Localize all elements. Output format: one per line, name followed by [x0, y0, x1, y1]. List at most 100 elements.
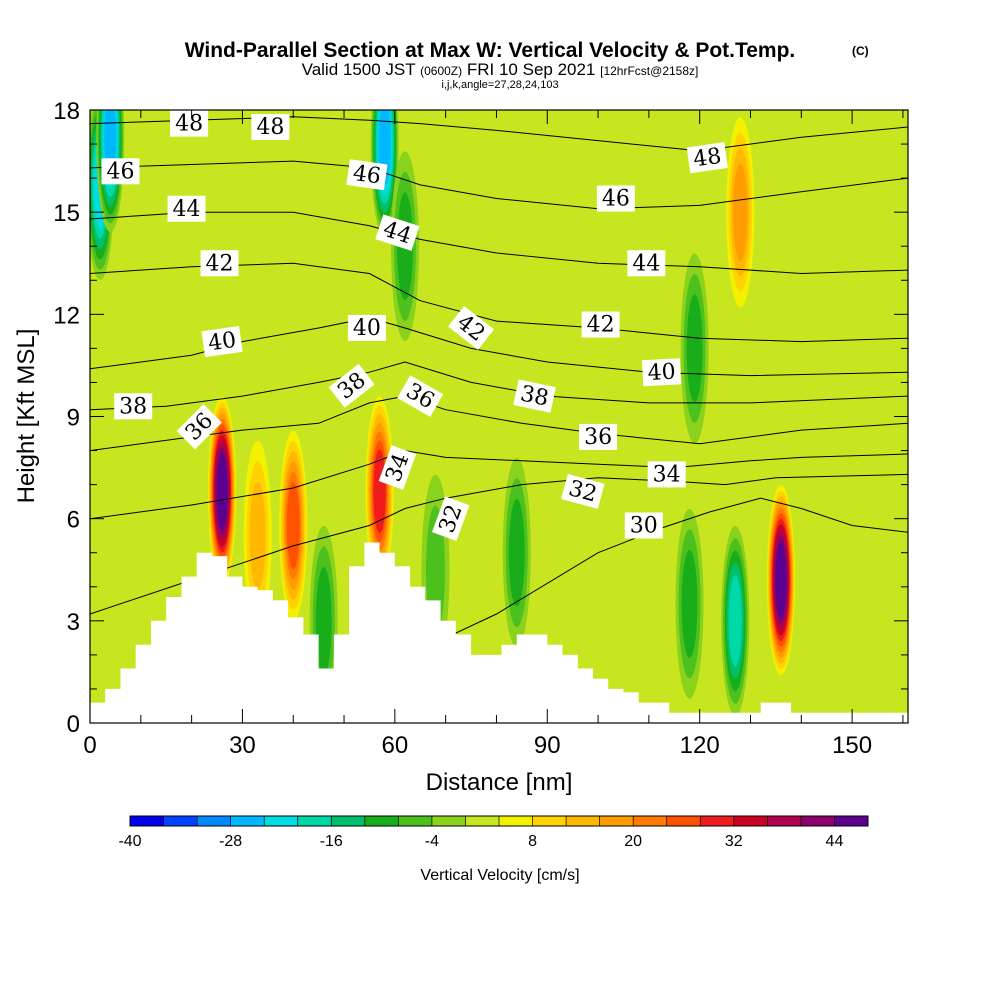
subtitle-fcst: [12hrFcst@2158z]: [600, 64, 698, 78]
contour-label-text: 42: [587, 313, 615, 338]
y-tick-label: 3: [67, 609, 80, 636]
colorbar-segment: [633, 816, 668, 826]
contour-label-24: 32: [561, 473, 605, 509]
colorbar-segment: [297, 816, 332, 826]
subtitle-valid: Valid 1500 JST: [302, 60, 416, 79]
contour-label-13: 40: [347, 314, 386, 341]
contour-label-bg: [176, 404, 222, 450]
colorbar-segment: [230, 816, 265, 826]
colorbar-segment: [431, 816, 466, 826]
contour-label-text: 48: [175, 112, 203, 137]
subtitle-utc: (0600Z): [420, 64, 462, 78]
colorbar-segment: [700, 816, 735, 826]
colorbar-tick-label: 20: [624, 833, 642, 850]
theta-contour-30: [394, 497, 908, 663]
contour-label-bg: [114, 393, 153, 420]
colorbar-segment: [465, 816, 500, 826]
w-band-13-10: [775, 541, 787, 619]
contour-label-text: 40: [353, 316, 381, 341]
contour-label-bg: [251, 114, 290, 141]
contour-label-9: 42: [200, 250, 239, 277]
contour-label-bg: [561, 473, 605, 509]
x-tick-label: 90: [534, 732, 561, 759]
contour-label-bg: [375, 214, 420, 251]
contour-label-22: 34: [647, 461, 686, 488]
contour-label-text: 34: [653, 462, 681, 487]
contour-label-12: 40: [201, 326, 243, 358]
x-tick-label: 0: [83, 732, 96, 759]
contour-label-text: 46: [351, 161, 382, 190]
contour-label-text: 38: [119, 394, 147, 419]
contour-label-bg: [170, 110, 209, 137]
contour-label-text: 36: [584, 425, 612, 450]
chart-title: Wind-Parallel Section at Max W: Vertical…: [185, 39, 796, 62]
colorbar-segment: [532, 816, 567, 826]
terrain: [90, 542, 908, 723]
contour-label-text: 40: [647, 360, 676, 386]
colorbar-segment: [800, 816, 835, 826]
colorbar-segment: [733, 816, 768, 826]
colorbar-tick-label: -4: [425, 833, 439, 850]
chart-subtitle: Valid 1500 JST (0600Z) FRI 10 Sep 2021 […: [302, 60, 699, 79]
colorbar-tick-label: -16: [320, 833, 343, 850]
theta-contour-44: [90, 211, 908, 275]
colorbar-segment: [666, 816, 701, 826]
colorbar-tick-label: -28: [219, 833, 242, 850]
colorbar-segment: [566, 816, 601, 826]
w-band-11-2: [681, 549, 698, 658]
contour-label-bg: [596, 185, 635, 212]
colorbar-segment: [398, 816, 433, 826]
colorbar-segment: [130, 816, 165, 826]
colorbar-label: Vertical Velocity [cm/s]: [420, 867, 579, 884]
contour-label-text: 38: [518, 381, 551, 411]
colorbar-tick-label: 44: [826, 833, 844, 850]
colorbar-tick-label: 32: [725, 833, 743, 850]
contour-label-1: 48: [251, 114, 290, 141]
contour-label-bg: [378, 445, 417, 490]
contour-label-bg: [397, 375, 444, 417]
colorbar-segment: [767, 816, 802, 826]
contour-label-bg: [686, 142, 728, 174]
contour-label-20: 36: [579, 423, 618, 450]
contour-label-text: 42: [206, 251, 234, 276]
contour-label-bg: [627, 250, 666, 277]
contour-label-bg: [647, 461, 686, 488]
contour-label-3: 46: [346, 159, 388, 191]
contour-label-bg: [579, 423, 618, 450]
colorbar-segment: [599, 816, 634, 826]
contour-label-bg: [581, 311, 620, 338]
theta-contour-38: [90, 361, 908, 411]
contour-label-5: 48: [686, 142, 728, 174]
subtitle-date: FRI 10 Sep 2021: [467, 60, 596, 79]
colorbar: -40 -28 -16 -4 8 20 32 44: [118, 815, 869, 850]
x-tick-label: 60: [381, 732, 408, 759]
w-band-15-3: [733, 163, 748, 261]
contour-label-text: 48: [256, 115, 284, 140]
theta-contour-32: [90, 473, 908, 615]
x-axis-label: Distance [nm]: [426, 769, 573, 796]
y-tick-label: 15: [53, 200, 80, 227]
y-tick-label: 6: [67, 507, 80, 534]
contour-label-2: 46: [101, 158, 140, 185]
contour-label-17: 38: [513, 379, 556, 413]
y-tick-label: 9: [67, 405, 80, 432]
contour-label-bg: [624, 512, 663, 539]
contour-label-bg: [328, 363, 375, 408]
chart-subtitle-indices: i,j,k,angle=27,28,24,103: [441, 79, 558, 91]
contour-label-text: 44: [173, 197, 201, 222]
contour-label-0: 48: [170, 110, 209, 137]
y-tick-label: 12: [53, 302, 80, 329]
contour-label-bg: [432, 496, 470, 541]
w-band-3-2: [249, 481, 266, 590]
contour-label-8: 44: [627, 250, 666, 277]
contour-label-bg: [641, 358, 682, 387]
contour-label-text: 40: [207, 328, 238, 357]
theta-contour-42: [90, 262, 908, 343]
w-band-14-2: [686, 294, 703, 403]
contour-label-11: 42: [581, 311, 620, 338]
y-axis-label: Height [Kft MSL]: [13, 329, 40, 504]
contour-label-bg: [347, 314, 386, 341]
w-band-5-2: [315, 567, 332, 675]
colorbar-segment: [364, 816, 399, 826]
